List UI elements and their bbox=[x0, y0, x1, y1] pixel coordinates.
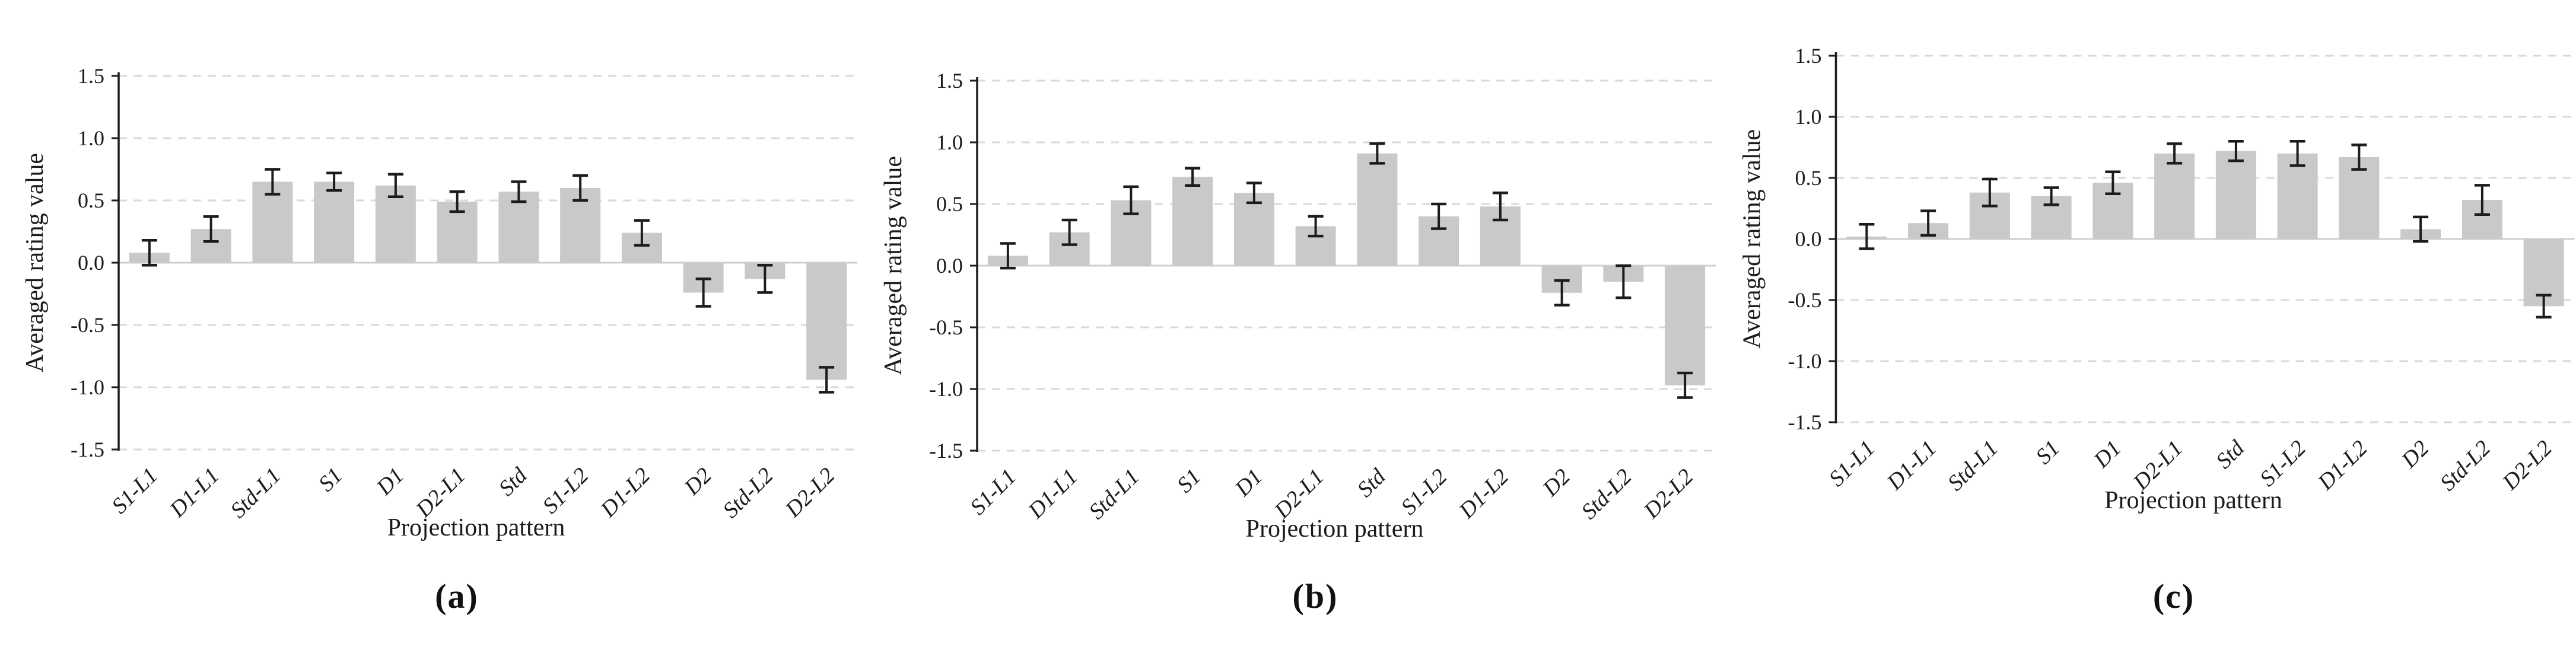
x-category-label: D2 bbox=[1538, 464, 1575, 502]
y-tick-label: -0.5 bbox=[71, 313, 104, 337]
y-tick-label: 1.5 bbox=[1795, 44, 1822, 68]
x-category-label: D1-L2 bbox=[596, 463, 656, 523]
bar-S1 bbox=[1172, 177, 1213, 266]
y-tick-label: -1.5 bbox=[1788, 410, 1822, 434]
x-category-label: D1-L1 bbox=[1023, 464, 1083, 524]
bar-D2-L2 bbox=[806, 263, 847, 380]
y-tick-label: -1.0 bbox=[71, 375, 104, 399]
x-category-label: D1-L2 bbox=[1454, 464, 1514, 524]
bar-chart-b: 1.5 1.0 0.5 0.0 -0.5 -1.0 -1.5 Averaged rating … bbox=[880, 69, 1716, 543]
bar-Std bbox=[2215, 151, 2256, 239]
x-category-label: D2-L2 bbox=[780, 463, 840, 523]
x-category-label: S1-L1 bbox=[965, 464, 1021, 520]
bar-chart-c: 1.5 1.0 0.5 0.0 -0.5 -1.0 -1.5 Averaged rating … bbox=[1739, 44, 2575, 514]
y-tick-label: 1.0 bbox=[1795, 105, 1822, 129]
x-category-label: D2 bbox=[679, 463, 717, 500]
x-category-label: D1 bbox=[1230, 464, 1267, 502]
bar-D2-L2 bbox=[1665, 266, 1706, 385]
y-tick-label: -1.5 bbox=[71, 438, 104, 461]
y-tick-label: -1.0 bbox=[929, 377, 963, 401]
x-category-label: S1 bbox=[2031, 436, 2065, 470]
x-category-label: Std-L2 bbox=[1576, 464, 1636, 524]
chart-caption-a: (a) bbox=[435, 577, 479, 616]
y-axis-title: Averaged rating value bbox=[21, 153, 49, 372]
x-category-label: S1 bbox=[314, 463, 348, 497]
x-category-label: S1-L2 bbox=[538, 463, 594, 519]
y-tick-label: -0.5 bbox=[929, 315, 963, 339]
y-tick-label: -1.5 bbox=[929, 439, 963, 463]
x-category-label: S1-L2 bbox=[1397, 464, 1452, 520]
y-tick-label: 0.0 bbox=[1795, 227, 1822, 251]
x-category-label: S1 bbox=[1172, 464, 1206, 498]
y-tick-label: 1.5 bbox=[936, 69, 963, 93]
x-category-label: Std bbox=[494, 463, 533, 501]
bar-Std bbox=[498, 192, 539, 263]
y-tick-label: 0.5 bbox=[1795, 166, 1822, 190]
chart-caption-c: (c) bbox=[2152, 577, 2195, 616]
y-tick-label: 1.0 bbox=[78, 126, 104, 150]
bar-S1-L2 bbox=[2277, 153, 2318, 239]
y-tick-label: -0.5 bbox=[1788, 288, 1822, 312]
x-category-label: Std-L1 bbox=[225, 463, 285, 523]
y-axis-title: Averaged rating value bbox=[880, 156, 907, 375]
chart-caption-b: (b) bbox=[1292, 577, 1338, 616]
x-category-label: D1-L1 bbox=[1882, 436, 1942, 496]
bar-Std bbox=[1357, 153, 1398, 266]
x-axis-title: Projection pattern bbox=[1246, 515, 1424, 543]
x-category-label: S1-L2 bbox=[2255, 436, 2311, 492]
y-tick-label: -1.0 bbox=[1788, 349, 1822, 373]
bar-D1 bbox=[375, 185, 416, 263]
bar-chart-a: 1.5 1.0 0.5 0.0 -0.5 -1.0 -1.5 Averaged rating … bbox=[21, 64, 857, 541]
x-category-label: Std-L1 bbox=[1084, 464, 1144, 524]
chart-panel-c: 1.5 1.0 0.5 0.0 -0.5 -1.0 -1.5 Averaged rating … bbox=[1717, 0, 2575, 660]
x-category-label: S1-L1 bbox=[107, 463, 163, 519]
x-category-label: Std-L2 bbox=[718, 463, 778, 523]
x-category-label: Std bbox=[1353, 464, 1391, 502]
x-category-label: D2 bbox=[2396, 436, 2434, 473]
y-tick-label: 1.5 bbox=[78, 64, 104, 88]
x-category-label: D1-L2 bbox=[2313, 436, 2373, 496]
x-category-label: D1 bbox=[2088, 436, 2126, 473]
y-tick-label: 0.0 bbox=[936, 254, 963, 278]
y-tick-label: 0.0 bbox=[78, 251, 104, 275]
x-category-label: D1 bbox=[371, 463, 409, 500]
x-category-label: S1-L1 bbox=[1824, 436, 1880, 492]
x-category-label: Std-L2 bbox=[2435, 436, 2495, 496]
bar-S1 bbox=[314, 181, 355, 263]
x-axis-title: Projection pattern bbox=[387, 514, 565, 541]
chart-panel-b: 1.5 1.0 0.5 0.0 -0.5 -1.0 -1.5 Averaged rating … bbox=[858, 0, 1717, 660]
x-category-label: D2-L2 bbox=[1639, 464, 1699, 524]
y-tick-label: 0.5 bbox=[936, 192, 963, 216]
x-axis-title: Projection pattern bbox=[2104, 487, 2282, 514]
y-tick-label: 1.0 bbox=[936, 130, 963, 154]
x-category-label: D1-L1 bbox=[164, 463, 224, 523]
y-axis-title: Averaged rating value bbox=[1739, 129, 1766, 349]
bar-D1-L2 bbox=[2339, 157, 2380, 239]
bar-D1 bbox=[1233, 193, 1274, 266]
chart-panel-a: 1.5 1.0 0.5 0.0 -0.5 -1.0 -1.5 Averaged rating … bbox=[0, 0, 858, 660]
x-category-label: Std bbox=[2211, 435, 2250, 474]
x-category-label: D2-L2 bbox=[2497, 436, 2557, 496]
bar-D2-L1 bbox=[2154, 153, 2195, 239]
y-tick-label: 0.5 bbox=[78, 189, 104, 212]
x-category-label: Std-L1 bbox=[1943, 436, 2003, 496]
